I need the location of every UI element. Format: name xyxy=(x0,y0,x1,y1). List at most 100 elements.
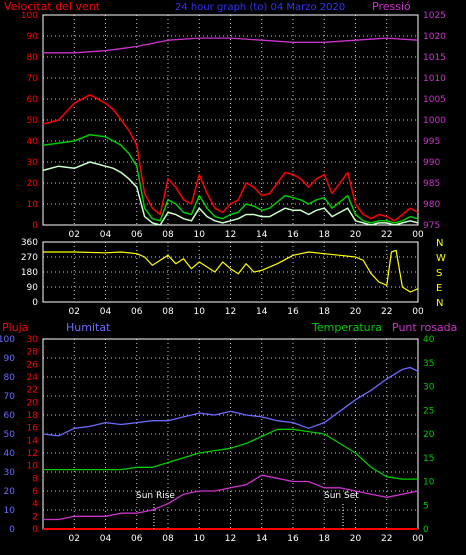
temperature-y-tick-label: 20 xyxy=(423,430,435,440)
humidity-y-tick-label: 10 xyxy=(4,506,16,516)
compass-label: N xyxy=(436,238,443,249)
temp-x-tick-label: 06 xyxy=(131,534,143,544)
dir-x-tick-label: 08 xyxy=(162,307,174,317)
grid-layer xyxy=(43,15,419,529)
wind-x-tick-label: 00 xyxy=(412,230,424,240)
dir-x-tick-label: 18 xyxy=(319,307,331,317)
compass-label: W xyxy=(436,253,446,264)
dir-y-tick-label: 270 xyxy=(21,253,38,263)
wind-direction-line xyxy=(43,249,419,293)
humidity-y-tick-label: 20 xyxy=(4,487,16,497)
humidity-y-tick-label: 40 xyxy=(4,449,16,459)
pressure-y-tick-label: 1025 xyxy=(423,11,446,21)
temp-x-tick-label: 00 xyxy=(412,534,424,544)
humidity-y-tick-label: 100 xyxy=(0,335,15,345)
wind-y-tick-label: 30 xyxy=(27,158,39,168)
dewpoint-line xyxy=(43,474,419,521)
wind-y-tick-label: 80 xyxy=(27,53,39,63)
rain-y-tick-label: 14 xyxy=(27,436,39,446)
temperature-y-tick-label: 35 xyxy=(423,359,434,369)
dir-x-tick-label: 22 xyxy=(381,307,392,317)
temp-x-tick-label: 20 xyxy=(350,534,362,544)
temperature-y-tick-label: 25 xyxy=(423,406,434,416)
wind-x-tick-label: 08 xyxy=(162,230,174,240)
wind-x-tick-label: 12 xyxy=(225,230,236,240)
temperature-y-tick-label: 0 xyxy=(423,525,429,535)
temperature-y-tick-label: 15 xyxy=(423,454,434,464)
rain-y-tick-label: 26 xyxy=(27,360,39,370)
rain-y-tick-label: 20 xyxy=(27,398,39,408)
temp-x-tick-label: 02 xyxy=(69,534,80,544)
dir-x-tick-label: 16 xyxy=(287,307,299,317)
wind-y-tick-label: 40 xyxy=(27,137,39,147)
temperature-line xyxy=(43,428,418,480)
rain-y-tick-label: 6 xyxy=(32,487,38,497)
compass-label: N xyxy=(436,298,443,309)
pressure-y-tick-label: 1005 xyxy=(423,95,446,105)
temp-x-tick-label: 18 xyxy=(319,534,331,544)
dir-y-tick-label: 0 xyxy=(32,298,38,308)
temperature-y-tick-label: 5 xyxy=(423,501,429,511)
annotation-layer xyxy=(153,504,344,529)
rain-y-tick-label: 16 xyxy=(27,424,39,434)
temperature-y-tick-label: 40 xyxy=(423,335,435,345)
temperature-y-tick-label: 30 xyxy=(423,383,435,393)
date-title: 24 hour graph (to) 04 Marzo 2020 xyxy=(175,2,345,13)
rain-y-tick-label: 28 xyxy=(27,348,39,358)
temp-x-tick-label: 16 xyxy=(287,534,299,544)
wind-x-tick-label: 10 xyxy=(194,230,206,240)
wind-x-tick-label: 14 xyxy=(256,230,268,240)
rain-y-tick-label: 8 xyxy=(32,474,38,484)
wind-y-tick-label: 100 xyxy=(21,11,38,21)
wind-x-tick-label: 16 xyxy=(287,230,299,240)
wind-x-tick-label: 22 xyxy=(381,230,392,240)
dir-x-tick-label: 20 xyxy=(350,307,362,317)
humidity-y-tick-label: 90 xyxy=(4,354,16,364)
rain-y-tick-label: 18 xyxy=(27,411,39,421)
wind-x-tick-label: 20 xyxy=(350,230,362,240)
dewpoint-label: Punt rosada xyxy=(392,321,457,334)
wind-x-tick-label: 06 xyxy=(131,230,143,240)
rain-y-tick-label: 22 xyxy=(27,386,38,396)
pressure-y-tick-label: 990 xyxy=(423,158,440,168)
wind-x-tick-label: 18 xyxy=(319,230,331,240)
wind-y-tick-label: 50 xyxy=(27,116,39,126)
dir-y-tick-label: 360 xyxy=(21,238,38,248)
compass-label: S xyxy=(436,268,442,279)
sunrise-label: Sun Rise xyxy=(136,491,175,501)
rain-y-tick-label: 24 xyxy=(27,373,39,383)
pressure-y-tick-label: 1010 xyxy=(423,74,446,84)
rain-y-tick-label: 10 xyxy=(27,462,39,472)
sunset-label: Sun Set xyxy=(324,491,359,501)
wind-average-line xyxy=(42,133,419,224)
pressure-y-tick-label: 985 xyxy=(423,179,440,189)
pressure-title: Pressió xyxy=(372,0,411,13)
wind-x-tick-label: 04 xyxy=(100,230,112,240)
humidity-y-tick-label: 80 xyxy=(4,373,16,383)
dir-x-tick-label: 04 xyxy=(100,307,112,317)
wind-y-tick-label: 60 xyxy=(27,95,39,105)
dir-x-tick-label: 02 xyxy=(69,307,80,317)
humidity-y-tick-label: 30 xyxy=(4,468,16,478)
dir-x-tick-label: 12 xyxy=(225,307,236,317)
dir-y-tick-label: 90 xyxy=(27,283,39,293)
wind-y-tick-label: 20 xyxy=(27,179,39,189)
wind-speed-title: Velocitat del vent xyxy=(4,0,101,13)
rain-y-tick-label: 4 xyxy=(32,500,38,510)
temperature-label: Temperatura xyxy=(311,321,382,334)
dir-x-tick-label: 06 xyxy=(131,307,143,317)
temp-x-tick-label: 08 xyxy=(162,534,174,544)
compass-label: E xyxy=(436,283,442,294)
pressure-y-tick-label: 980 xyxy=(423,200,440,210)
pressure-y-tick-label: 975 xyxy=(423,221,440,231)
pressure-y-tick-label: 1015 xyxy=(423,53,446,63)
pressure-y-tick-label: 1000 xyxy=(423,116,446,126)
dir-y-tick-label: 180 xyxy=(21,268,38,278)
wind-minimum-line xyxy=(42,161,419,226)
series-layer xyxy=(42,37,419,530)
temp-x-tick-label: 04 xyxy=(100,534,112,544)
humidity-y-tick-label: 50 xyxy=(4,430,16,440)
wind-pressure-line xyxy=(43,37,419,54)
wind-x-tick-label: 02 xyxy=(69,230,80,240)
